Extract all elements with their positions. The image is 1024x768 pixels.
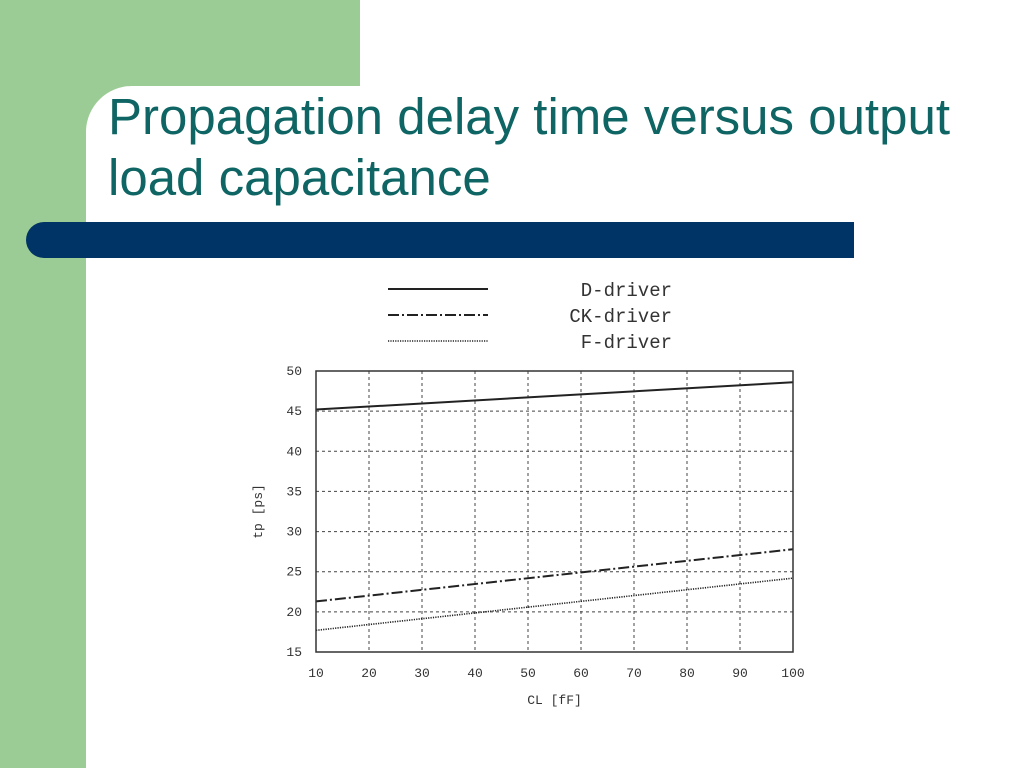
x-tick-label: 50 xyxy=(520,666,536,681)
series-line-1 xyxy=(315,381,794,411)
slide-title: Propagation delay time versus output loa… xyxy=(108,88,950,206)
plot-frame xyxy=(315,370,794,653)
title-underline-bar xyxy=(26,222,854,258)
x-tick-label: 80 xyxy=(679,666,695,681)
y-tick-label: 40 xyxy=(286,444,302,459)
y-tick-label: 15 xyxy=(286,645,302,660)
y-tick-label: 35 xyxy=(286,484,302,499)
legend-label-3: F-driver xyxy=(581,332,672,354)
y-axis-label: tp [ps] xyxy=(251,484,266,539)
line-chart: D-driver CK-driver F-driver 15 20 25 30 35 40 45… xyxy=(251,280,805,708)
legend-label-2: CK-driver xyxy=(569,306,672,328)
series-line-3 xyxy=(315,577,794,632)
content-panel xyxy=(86,86,1024,768)
chart-legend: D-driver CK-driver F-driver xyxy=(388,280,672,354)
y-tick-labels: 15 20 25 30 35 40 45 50 xyxy=(286,364,302,660)
chart-grid xyxy=(316,371,793,652)
y-tick-label: 25 xyxy=(286,565,302,580)
chart-series xyxy=(315,381,794,632)
x-tick-label: 60 xyxy=(573,666,589,681)
legend-label-1: D-driver xyxy=(581,280,672,302)
y-tick-label: 45 xyxy=(286,404,302,419)
y-tick-label: 50 xyxy=(286,364,302,379)
x-tick-label: 20 xyxy=(361,666,377,681)
x-tick-label: 70 xyxy=(626,666,642,681)
x-tick-label: 10 xyxy=(308,666,324,681)
y-tick-label: 20 xyxy=(286,605,302,620)
x-axis-label: CL [fF] xyxy=(527,693,582,708)
x-tick-label: 90 xyxy=(732,666,748,681)
x-tick-label: 30 xyxy=(414,666,430,681)
x-tick-labels: 10 20 30 40 50 60 70 80 90 100 xyxy=(308,666,805,681)
series-line-2 xyxy=(315,548,794,603)
x-tick-label: 100 xyxy=(781,666,804,681)
x-tick-label: 40 xyxy=(467,666,483,681)
y-tick-label: 30 xyxy=(286,525,302,540)
